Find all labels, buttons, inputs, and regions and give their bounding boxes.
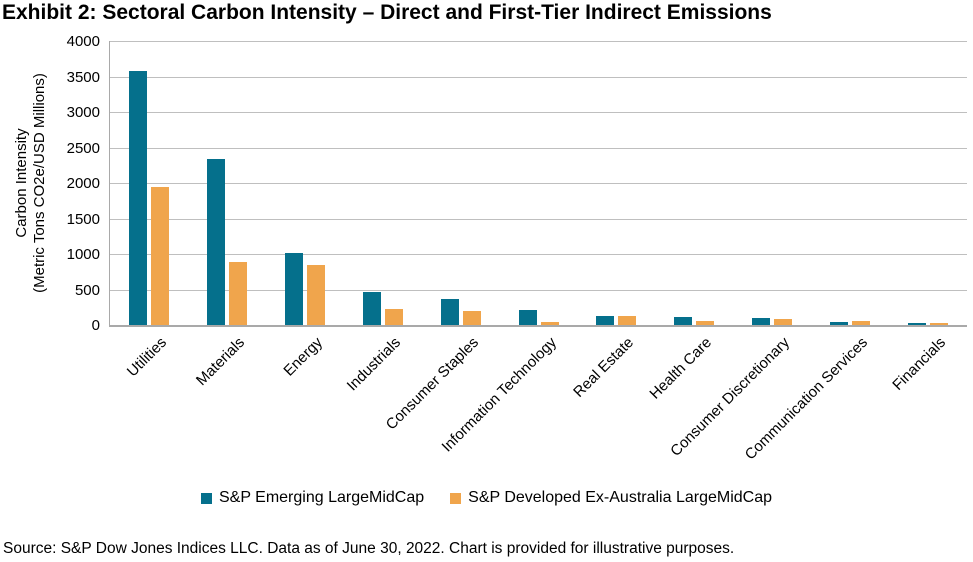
bar	[908, 323, 927, 325]
gridline	[110, 76, 967, 78]
x-tick-label: Communication Services	[741, 334, 872, 464]
gridline	[110, 112, 967, 113]
source-note: Source: S&P Dow Jones Indices LLC. Data …	[3, 540, 735, 557]
bar	[752, 318, 771, 325]
bar-group-information-technology	[518, 41, 560, 325]
y-tick-label: 500	[74, 281, 100, 299]
bar-group-health-care	[673, 41, 715, 325]
bar	[306, 264, 325, 325]
y-tick-label: 2500	[66, 139, 100, 157]
y-tick-label: 4000	[66, 33, 100, 50]
x-tick-label: Financials	[889, 334, 950, 394]
x-tick-label: Consumer Staples	[382, 334, 482, 434]
x-tick-label: Health Care	[646, 334, 716, 403]
bar	[674, 317, 693, 325]
bar-group-consumer-discretionary	[751, 41, 793, 325]
x-tick-label: Utilities	[123, 334, 170, 381]
gridline	[110, 218, 967, 220]
bar	[206, 158, 225, 325]
bar	[774, 319, 793, 325]
bar	[930, 323, 949, 325]
legend-label-developed: S&P Developed Ex-Australia LargeMidCap	[468, 489, 773, 506]
legend-label-emerging: S&P Emerging LargeMidCap	[218, 489, 425, 506]
legend-item-developed: S&P Developed Ex-Australia LargeMidCap	[450, 489, 772, 507]
bar	[696, 321, 715, 325]
bar	[228, 261, 247, 325]
legend-swatch-developed	[450, 492, 462, 504]
bar-group-communication-services	[829, 41, 871, 325]
bar-group-industrials	[362, 41, 404, 325]
bar-group-energy	[284, 41, 326, 325]
bar	[284, 253, 303, 325]
bar	[596, 316, 615, 325]
bar	[362, 292, 381, 325]
gridline	[110, 289, 967, 291]
bar-group-consumer-staples	[440, 41, 482, 325]
y-tick-label: 3500	[66, 68, 100, 86]
legend: S&P Emerging LargeMidCap S&P Developed E…	[0, 489, 973, 507]
x-tick-label: Information Technology	[438, 334, 560, 456]
bar	[384, 309, 403, 325]
y-tick-label: 2000	[66, 175, 100, 192]
x-tick-label: Materials	[192, 334, 248, 390]
x-tick-label: Energy	[280, 334, 326, 380]
y-tick-label: 1500	[66, 210, 100, 228]
bar	[462, 310, 481, 325]
x-tick-label: Consumer Discretionary	[667, 334, 794, 460]
y-tick-label: 1000	[66, 246, 100, 263]
chart-title: Exhibit 2: Sectoral Carbon Intensity – D…	[2, 1, 772, 24]
bar-group-financials	[907, 41, 949, 325]
bar	[852, 321, 871, 325]
legend-item-emerging: S&P Emerging LargeMidCap	[200, 489, 425, 507]
bar	[128, 70, 147, 325]
bar	[830, 322, 849, 325]
x-tick-label: Industrials	[343, 334, 404, 395]
legend-swatch-emerging	[200, 492, 212, 504]
x-tick-label: Real Estate	[570, 334, 638, 401]
gridline	[110, 183, 967, 184]
bar	[618, 315, 637, 325]
gridline	[110, 254, 967, 255]
bar	[150, 187, 169, 325]
bar-group-utilities	[128, 41, 170, 325]
plot-area	[109, 41, 967, 327]
y-tick-label: 3000	[66, 104, 100, 121]
bar	[518, 309, 537, 325]
bar-group-materials	[206, 41, 248, 325]
bar	[540, 321, 559, 325]
bar-group-real-estate	[595, 41, 637, 325]
gridline	[110, 41, 967, 42]
y-tick-label: 0	[91, 317, 100, 334]
bar	[440, 299, 459, 325]
gridline	[110, 147, 967, 149]
